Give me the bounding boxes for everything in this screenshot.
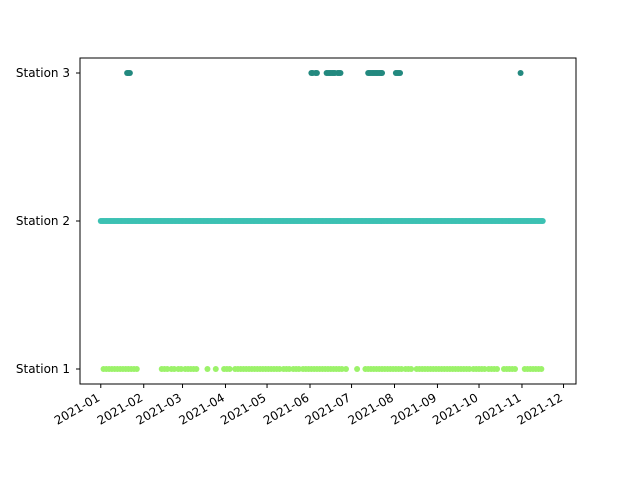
point-station-1 xyxy=(512,366,519,372)
point-station-3 xyxy=(337,70,344,76)
point-station-3 xyxy=(126,70,133,76)
point-station-1 xyxy=(354,366,361,372)
point-station-3 xyxy=(397,70,404,76)
point-station-3 xyxy=(517,70,524,76)
x-tick-label: 2021-01 xyxy=(52,390,102,427)
x-tick-label: 2021-12 xyxy=(515,390,565,427)
point-station-1 xyxy=(481,366,488,372)
x-tick-label: 2021-05 xyxy=(218,390,268,427)
point-station-1 xyxy=(164,366,171,372)
y-tick-label: Station 1 xyxy=(16,362,70,376)
point-station-1 xyxy=(226,366,233,372)
point-station-1 xyxy=(295,366,302,372)
point-station-2 xyxy=(539,218,546,224)
point-station-1 xyxy=(204,366,211,372)
x-tick-label: 2021-04 xyxy=(177,390,227,427)
x-tick-label: 2021-10 xyxy=(430,390,480,427)
x-tick-label: 2021-06 xyxy=(261,390,311,427)
x-axis: 2021-012021-022021-032021-042021-052021-… xyxy=(52,384,565,428)
y-axis: Station 1 Station 2 Station 3 xyxy=(16,66,80,376)
point-station-3 xyxy=(313,70,320,76)
point-station-1 xyxy=(338,366,345,372)
point-station-3 xyxy=(379,70,386,76)
x-tick-label: 2021-11 xyxy=(473,390,523,427)
point-station-1 xyxy=(494,366,501,372)
point-station-1 xyxy=(286,366,293,372)
point-station-1 xyxy=(193,366,200,372)
x-tick-label: 2021-09 xyxy=(389,390,439,427)
point-station-1 xyxy=(276,366,283,372)
data-points xyxy=(97,70,546,372)
x-tick-label: 2021-08 xyxy=(346,390,396,427)
y-tick-label: Station 2 xyxy=(16,214,70,228)
point-station-1 xyxy=(408,366,415,372)
point-station-1 xyxy=(466,366,473,372)
point-station-1 xyxy=(212,366,219,372)
point-station-1 xyxy=(398,366,405,372)
point-station-1 xyxy=(343,366,350,372)
point-station-1 xyxy=(171,366,178,372)
x-tick-label: 2021-07 xyxy=(303,390,353,427)
point-station-1 xyxy=(133,366,140,372)
point-station-1 xyxy=(538,366,545,372)
y-tick-label: Station 3 xyxy=(16,66,70,80)
point-station-1 xyxy=(178,366,185,372)
